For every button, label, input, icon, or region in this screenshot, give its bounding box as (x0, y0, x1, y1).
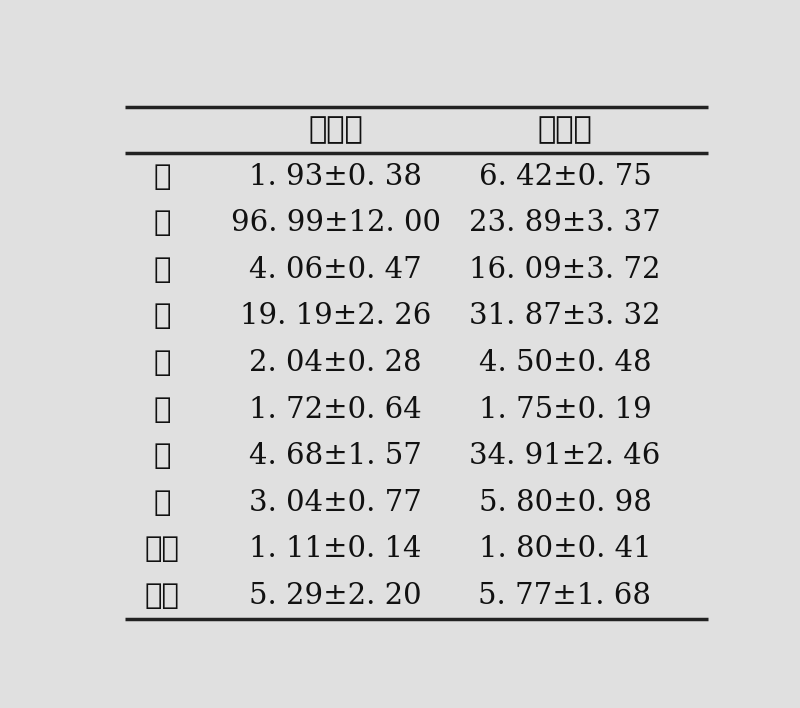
Text: 4. 06±0. 47: 4. 06±0. 47 (250, 256, 422, 284)
Text: 16. 09±3. 72: 16. 09±3. 72 (470, 256, 661, 284)
Text: 心: 心 (154, 163, 170, 190)
Text: 4. 68±1. 57: 4. 68±1. 57 (249, 442, 422, 470)
Text: 6. 42±0. 75: 6. 42±0. 75 (478, 163, 651, 190)
Text: 96. 99±12. 00: 96. 99±12. 00 (230, 210, 441, 237)
Text: 肾: 肾 (154, 302, 170, 331)
Text: 19. 19±2. 26: 19. 19±2. 26 (240, 302, 431, 331)
Text: 肌肉: 肌肉 (145, 535, 179, 564)
Text: 1. 93±0. 38: 1. 93±0. 38 (249, 163, 422, 190)
Text: 胃: 胃 (154, 396, 170, 423)
Text: 肝: 肝 (154, 210, 170, 237)
Text: 1. 11±0. 14: 1. 11±0. 14 (250, 535, 422, 564)
Text: 4. 50±0. 48: 4. 50±0. 48 (478, 349, 651, 377)
Text: 骨: 骨 (154, 489, 170, 517)
Text: 5. 29±2. 20: 5. 29±2. 20 (250, 582, 422, 610)
Text: 5. 77±1. 68: 5. 77±1. 68 (478, 582, 651, 610)
Text: 1. 75±0. 19: 1. 75±0. 19 (478, 396, 651, 423)
Text: 抑制组: 抑制组 (538, 115, 592, 146)
Text: 对照组: 对照组 (308, 115, 363, 146)
Text: 1. 80±0. 41: 1. 80±0. 41 (478, 535, 651, 564)
Text: 23. 89±3. 37: 23. 89±3. 37 (469, 210, 661, 237)
Text: 31. 87±3. 32: 31. 87±3. 32 (469, 302, 661, 331)
Text: 1. 72±0. 64: 1. 72±0. 64 (250, 396, 422, 423)
Text: 血: 血 (154, 442, 170, 470)
Text: 3. 04±0. 77: 3. 04±0. 77 (249, 489, 422, 517)
Text: 肺: 肺 (154, 256, 170, 284)
Text: 5. 80±0. 98: 5. 80±0. 98 (478, 489, 651, 517)
Text: 2. 04±0. 28: 2. 04±0. 28 (250, 349, 422, 377)
Text: 小肠: 小肠 (145, 582, 179, 610)
Text: 脾: 脾 (154, 349, 170, 377)
Text: 34. 91±2. 46: 34. 91±2. 46 (470, 442, 661, 470)
